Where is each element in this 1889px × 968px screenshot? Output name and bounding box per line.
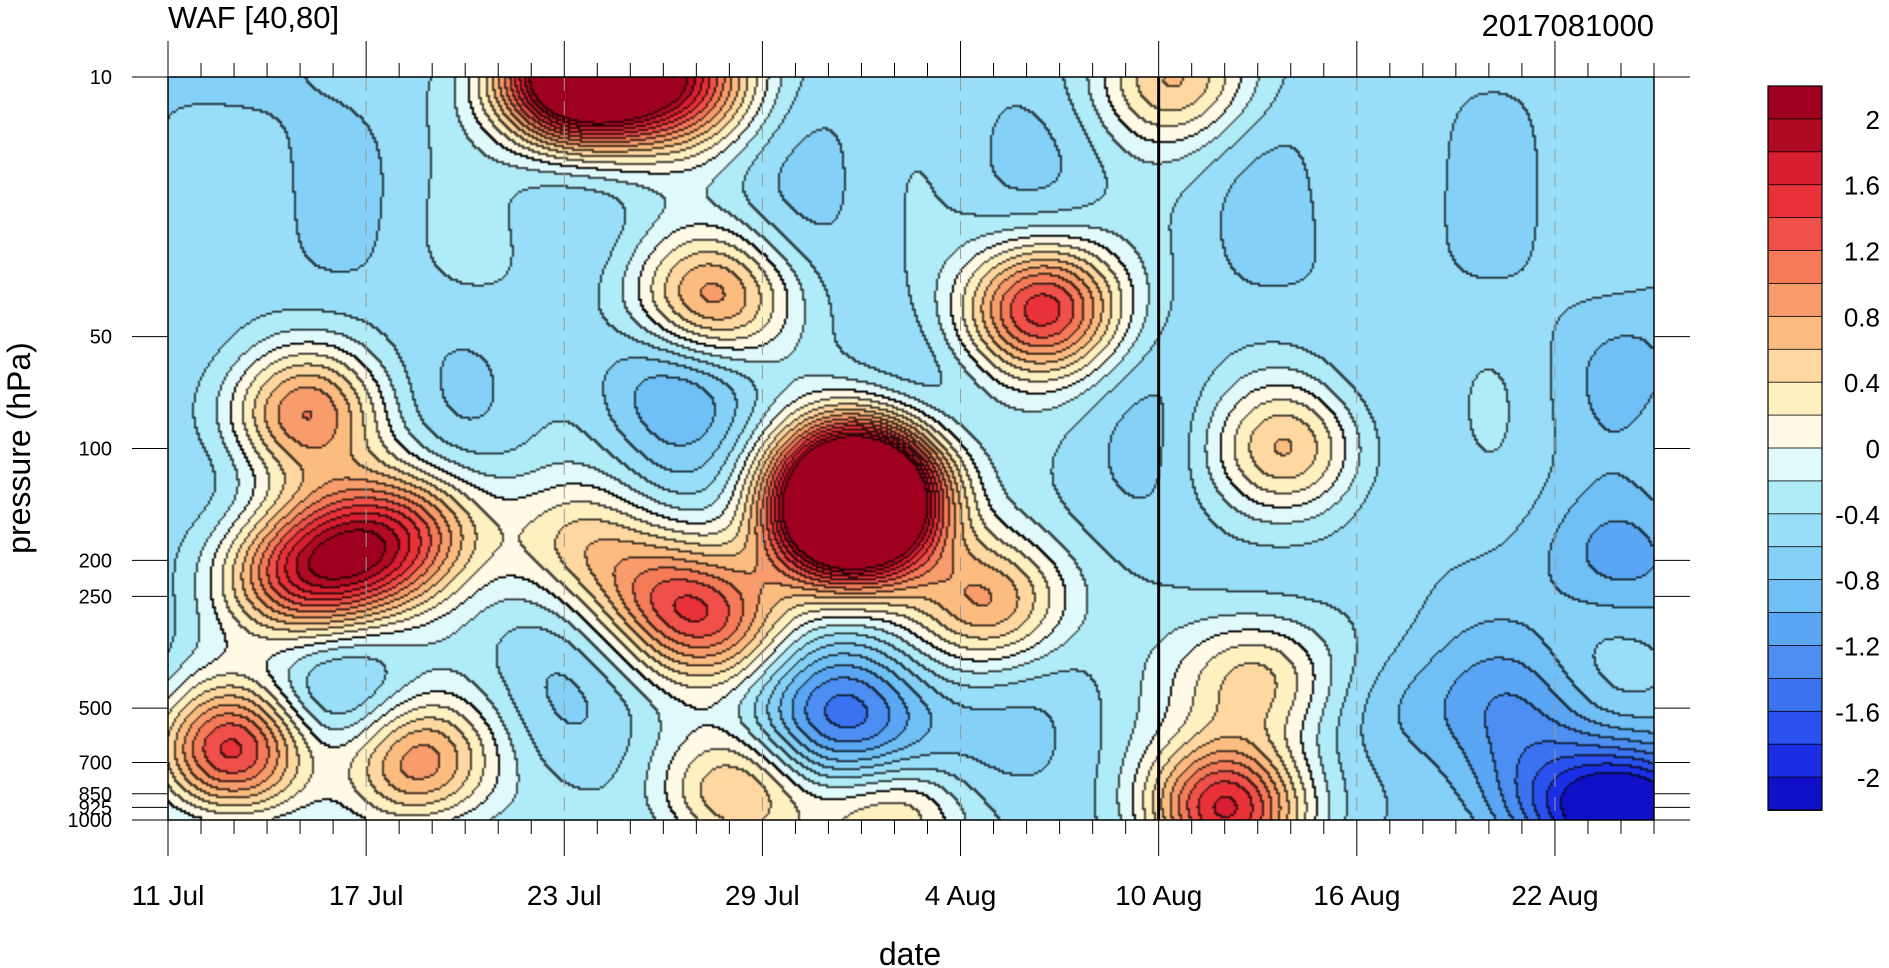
colorbar-label: 0.4 [1844,368,1880,398]
colorbar-label: -0.8 [1835,566,1880,596]
x-tick-label: 4 Aug [925,880,997,911]
colorbar-swatch [1767,546,1823,581]
colorbar-swatch [1767,283,1823,318]
colorbar: 2 1.6 1.2 0.8 0.4 0 -0.4 -0.8 -1.2 -1.6 -2 [1767,85,1880,811]
colorbar-swatch [1767,118,1823,153]
colorbar-swatch [1767,612,1823,647]
x-axis: 11 Jul 17 Jul 23 Jul 29 Jul 4 Aug 10 Aug 16 Au… [132,41,1655,911]
y-axis-label: pressure (hPa) [1,342,37,554]
colorbar-swatch [1767,348,1823,384]
colorbar-swatch [1767,645,1823,680]
y-tick-label: 250 [79,586,112,608]
colorbar-swatch [1767,250,1823,285]
y-tick-label: 1000 [68,810,113,832]
colorbar-swatch [1767,151,1823,186]
colorbar-label: 1.2 [1844,237,1880,267]
colorbar-swatch [1767,381,1823,416]
contour-field [168,77,1654,820]
filled-contours [168,77,1654,820]
colorbar-label: 2 [1866,105,1880,135]
colorbar-swatch [1767,710,1823,746]
colorbar-label: -0.4 [1835,500,1880,530]
x-tick-label: 29 Jul [725,880,800,911]
x-tick-label: 22 Aug [1511,880,1598,911]
colorbar-swatch [1767,776,1823,811]
colorbar-swatch [1767,447,1823,482]
colorbar-swatch [1767,480,1823,515]
colorbar-swatch [1767,579,1823,614]
y-tick-label: 925 [79,797,112,819]
colorbar-swatch [1767,513,1823,548]
colorbar-label: -1.2 [1835,631,1880,661]
colorbar-label: 1.6 [1844,171,1880,201]
y-tick-label: 850 [79,784,112,806]
colorbar-swatch [1767,677,1823,713]
x-tick-label: 23 Jul [527,880,602,911]
x-axis-label: date [879,936,941,968]
chart-title-left: WAF [40,80] [168,0,339,35]
colorbar-label: 0 [1866,434,1880,464]
colorbar-label: -2 [1857,763,1880,793]
colorbar-swatch [1767,85,1823,120]
y-tick-label: 50 [90,327,112,349]
x-tick-label: 11 Jul [132,880,205,911]
x-tick-label: 16 Aug [1313,880,1400,911]
colorbar-swatch [1767,315,1823,351]
y-tick-label: 100 [79,439,112,461]
y-tick-label: 10 [90,67,112,89]
x-tick-label: 10 Aug [1115,880,1202,911]
colorbar-swatch [1767,414,1823,449]
colorbar-swatch [1767,217,1823,252]
colorbar-frame [1767,85,1823,811]
colorbar-label: 0.8 [1844,302,1880,332]
colorbar-label: -1.6 [1835,697,1880,727]
y-tick-label: 200 [79,550,112,572]
x-tick-label: 17 Jul [329,880,404,911]
colorbar-swatch [1767,184,1823,219]
colorbar-swatch [1767,743,1823,778]
chart-title-right: 2017081000 [1482,8,1654,43]
y-tick-label: 500 [79,698,112,720]
y-tick-label: 700 [79,752,112,774]
